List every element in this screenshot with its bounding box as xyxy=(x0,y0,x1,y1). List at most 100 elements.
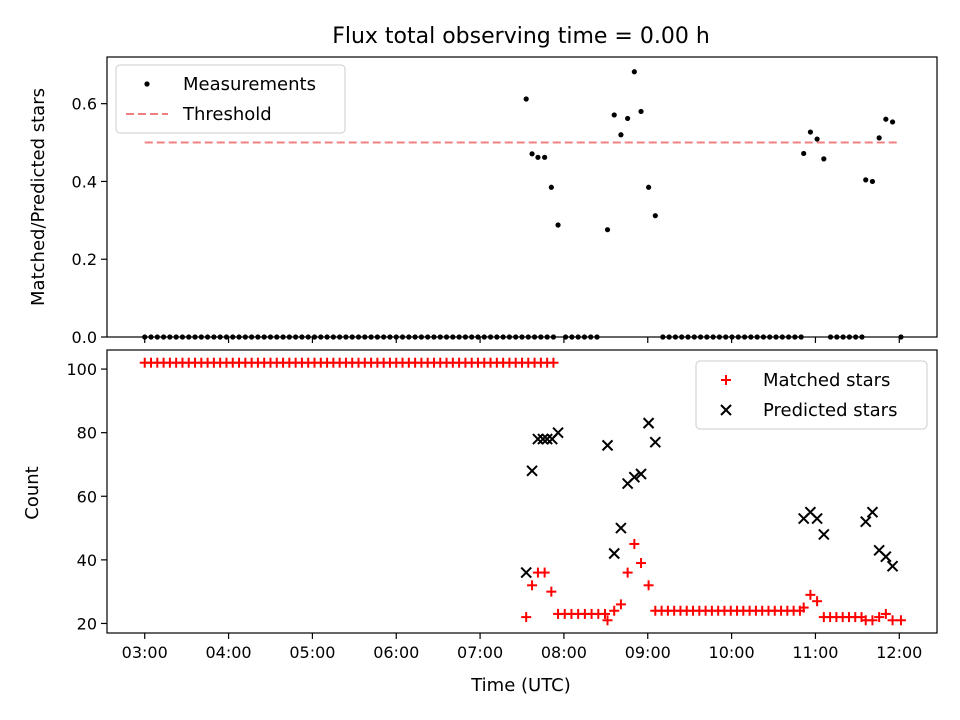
legend-measurements-label: Measurements xyxy=(183,74,316,95)
measurement-point xyxy=(267,334,274,340)
measurement-point xyxy=(611,112,617,118)
measurement-point xyxy=(236,334,242,340)
measurement-point xyxy=(324,334,330,340)
measurement-point xyxy=(821,156,827,162)
measurement-point xyxy=(555,222,561,228)
measurement-point xyxy=(412,334,418,340)
measurement-point xyxy=(450,334,456,340)
cross-b xyxy=(615,522,627,534)
measurement-point xyxy=(660,334,666,340)
cross-b xyxy=(720,404,732,416)
x-tick-label: 11:00 xyxy=(792,643,838,662)
matched-star-point xyxy=(636,558,647,569)
measurement-point xyxy=(760,334,767,340)
measurement-point xyxy=(807,129,814,135)
predicted-star-point xyxy=(811,512,823,525)
predicted-star-point xyxy=(537,433,549,445)
x-tick-label: 08:00 xyxy=(541,643,587,662)
matched-star-point xyxy=(643,580,654,591)
measurement-point xyxy=(393,334,399,340)
measurement-point xyxy=(255,334,261,340)
measurement-point xyxy=(154,334,160,340)
cross-b xyxy=(520,566,532,579)
measurement-point xyxy=(525,334,531,340)
measurement-point xyxy=(192,334,198,340)
measurement-point xyxy=(679,334,685,340)
predicted-star-point xyxy=(532,433,544,445)
measurement-point xyxy=(723,334,729,340)
predicted-star-point xyxy=(649,436,662,448)
legend-predicted-label: Predicted stars xyxy=(763,400,897,421)
matched-star-point xyxy=(600,608,610,619)
x-tick-label: 07:00 xyxy=(457,643,503,662)
predicted-star-point xyxy=(601,439,614,452)
measurement-point xyxy=(148,334,154,340)
cross-b xyxy=(601,439,614,452)
cross-b xyxy=(880,550,892,563)
measurement-point xyxy=(773,334,779,340)
x-tick-label: 03:00 xyxy=(122,643,168,662)
measurement-point xyxy=(173,334,179,340)
y-tick-label: 40 xyxy=(77,551,97,570)
measurement-point xyxy=(293,334,299,340)
cross-b xyxy=(818,528,830,541)
measurement-point xyxy=(704,334,710,340)
measurement-point xyxy=(786,334,792,340)
measurement-point xyxy=(230,334,236,340)
cross-b xyxy=(804,506,817,518)
legend-measurements-marker xyxy=(144,81,150,87)
x-tick-label: 04:00 xyxy=(206,643,252,662)
matched-star-point xyxy=(805,589,816,600)
measurement-point xyxy=(638,108,644,115)
measurement-point xyxy=(500,334,506,340)
chart-title: Flux total observing time = 0.00 h xyxy=(332,24,710,49)
measurement-point xyxy=(672,334,679,340)
predicted-star-point xyxy=(866,506,879,518)
predicted-star-point xyxy=(880,550,892,563)
cross-b xyxy=(526,465,538,477)
predicted-star-point xyxy=(520,566,532,579)
measurement-point xyxy=(425,334,431,340)
measurement-point xyxy=(531,334,538,340)
matched-star-point xyxy=(867,615,878,626)
y-tick-label: 0.0 xyxy=(72,328,97,347)
predicted-star-point xyxy=(628,471,641,483)
matched-star-point xyxy=(798,602,809,613)
matched-star-point xyxy=(874,612,885,623)
measurement-point xyxy=(305,334,311,340)
measurement-point xyxy=(513,334,519,340)
predicted-star-point xyxy=(720,404,732,416)
legend-threshold-label: Threshold xyxy=(182,104,272,125)
measurement-point xyxy=(754,334,760,340)
matched-star-point xyxy=(880,608,891,619)
predicted-star-point xyxy=(635,468,647,480)
cross-b xyxy=(873,544,885,557)
measurement-point xyxy=(542,154,548,160)
y-tick-label: 80 xyxy=(77,424,97,443)
measurement-point xyxy=(840,334,846,340)
measurement-point xyxy=(186,334,192,340)
measurement-point xyxy=(311,334,318,340)
top-legend: Measurements Threshold xyxy=(115,64,346,134)
measurement-point xyxy=(418,334,424,340)
measurement-point xyxy=(535,154,541,160)
cross-b xyxy=(642,417,655,429)
cross-b xyxy=(541,433,553,445)
measurement-point xyxy=(286,334,292,340)
measurement-point xyxy=(889,119,896,125)
measurement-point xyxy=(355,334,362,340)
measurement-point xyxy=(748,334,754,340)
predicted-star-point xyxy=(615,522,627,534)
measurement-point xyxy=(898,334,904,340)
measurement-point xyxy=(368,334,374,340)
legend-frame xyxy=(695,360,928,430)
top-y-axis-label: Matched/Predicted stars xyxy=(28,88,49,306)
cross-b xyxy=(649,436,662,448)
predicted-star-point xyxy=(860,516,872,528)
measurement-point xyxy=(863,177,869,183)
measurement-point xyxy=(548,184,554,190)
top-panel: 0.0 0.2 0.4 0.6 Measurements Threshold xyxy=(72,56,938,347)
y-tick-label: 0.4 xyxy=(72,172,97,191)
matched-star-point xyxy=(721,375,731,385)
measurement-point xyxy=(431,334,437,340)
